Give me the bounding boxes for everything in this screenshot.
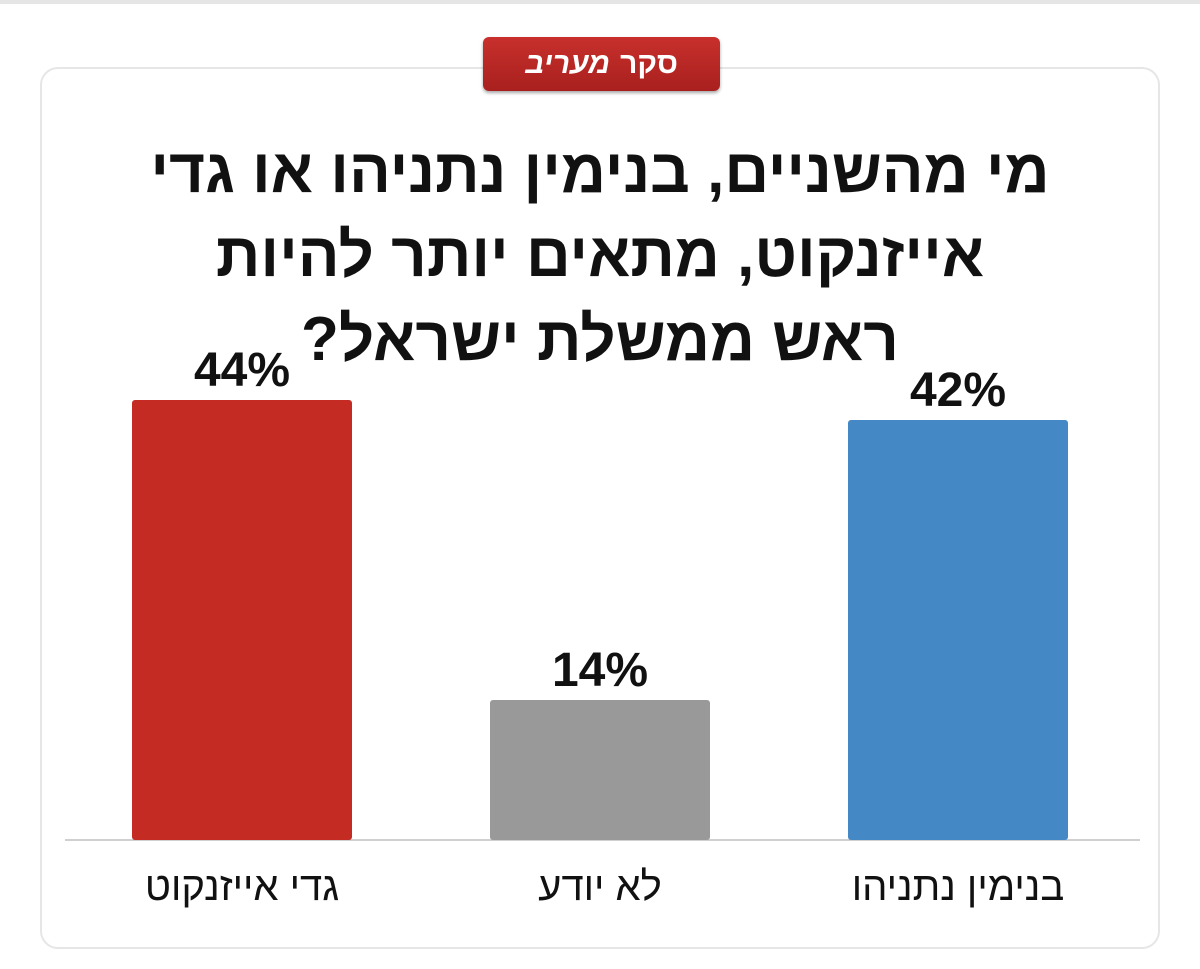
bar-value-label-1: 14% bbox=[552, 644, 648, 697]
bar-value-label-0: 44% bbox=[194, 344, 290, 397]
badge-brand-logo: מעריב bbox=[525, 47, 611, 80]
category-label-2: בנימין נתניהו bbox=[852, 865, 1065, 909]
bar-0 bbox=[132, 400, 352, 840]
badge-prefix: סקר bbox=[620, 47, 678, 80]
top-divider bbox=[0, 0, 1200, 4]
bar-1 bbox=[490, 700, 710, 840]
chart-title: מי מהשניים, בנימין נתניהו או גדי אייזנקו… bbox=[150, 137, 1050, 374]
bar-value-label-2: 42% bbox=[910, 364, 1006, 417]
poll-badge: סקר מעריב bbox=[483, 37, 720, 91]
category-label-1: לא יודע bbox=[538, 865, 662, 909]
bar-2 bbox=[848, 420, 1068, 840]
category-label-0: גדי אייזנקוט bbox=[145, 865, 339, 909]
